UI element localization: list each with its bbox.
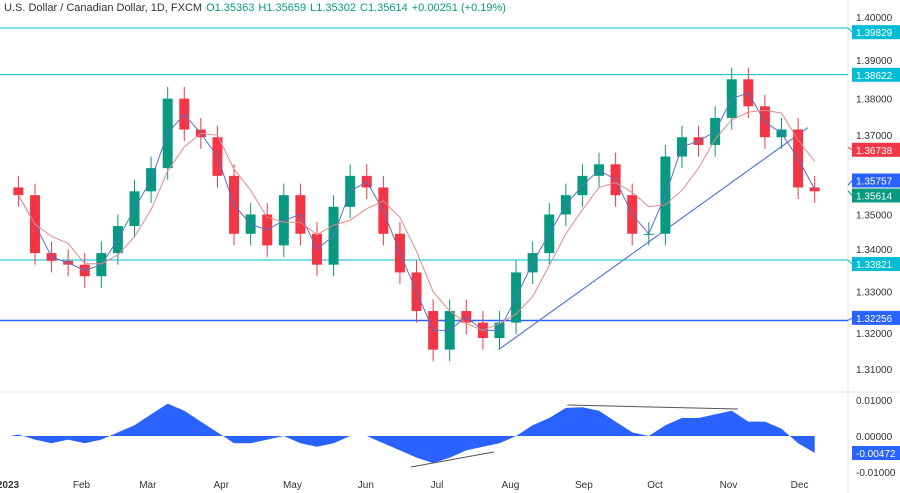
price-tag-connector — [847, 190, 853, 196]
level-price-tag-connector — [847, 317, 853, 321]
x-tick-label: Nov — [720, 480, 738, 491]
oscillator-divergence-line — [567, 404, 738, 410]
y-tick-label: 1.31000 — [856, 365, 893, 376]
x-tick-label: Jul — [431, 480, 444, 491]
level-price-tag-connector — [847, 259, 853, 265]
level-price-tag-connector — [847, 27, 853, 33]
x-tick-label: Mar — [139, 480, 157, 491]
y-tick-label: 1.34000 — [856, 245, 893, 256]
close-value: C1.35614 — [360, 2, 408, 14]
osc-tick-label: 0.01000 — [856, 396, 893, 407]
symbol-label: U.S. Dollar / Canadian Dollar, 1D, FXCM — [4, 2, 203, 14]
slow-moving-average — [17, 109, 816, 331]
price-tag — [852, 188, 900, 203]
x-tick-label: Jun — [358, 480, 374, 491]
level-price-tag-label: 1.32256 — [856, 314, 893, 325]
x-tick-label: May — [283, 480, 302, 491]
chart-title: U.S. Dollar / Canadian Dollar, 1D, FXCM O… — [4, 2, 506, 14]
x-tick-label: Sep — [575, 480, 593, 491]
high-value: H1.35659 — [258, 2, 307, 14]
x-tick-label: 2023 — [0, 480, 20, 491]
candle — [13, 187, 24, 196]
price-tag-connector — [847, 146, 853, 151]
oscillator-area — [10, 403, 815, 463]
price-tag — [852, 173, 900, 188]
osc-tick-label: 0.00000 — [856, 432, 893, 443]
y-tick-label: 1.35000 — [856, 210, 893, 221]
x-tick-label: Oct — [647, 480, 663, 491]
trendline — [498, 127, 809, 351]
level-price-tag-label: 1.33821 — [856, 260, 893, 271]
oscillator-divergence-line — [410, 451, 494, 468]
change-value: +0.00251 (+0.19%) — [411, 2, 506, 14]
x-tick-label: Feb — [73, 480, 91, 491]
oscillator-tag-label: -0.00472 — [856, 449, 896, 460]
price-tag-label: 1.35757 — [856, 177, 893, 188]
x-tick-label: Apr — [214, 480, 230, 491]
y-tick-label: 1.33000 — [856, 288, 893, 299]
low-value: L1.35302 — [310, 2, 357, 14]
osc-tick-label: -0.01000 — [856, 468, 896, 479]
level-price-tag — [852, 257, 900, 272]
y-tick-label: 1.37000 — [856, 131, 893, 142]
price-tag-label: 1.36738 — [856, 146, 893, 157]
level-price-tag — [852, 310, 900, 325]
level-price-tag — [852, 67, 900, 82]
level-price-tag-label: 1.39829 — [856, 28, 893, 39]
y-tick-label: 1.39000 — [856, 56, 893, 67]
level-price-tag — [852, 25, 900, 40]
x-tick-label: Aug — [502, 480, 520, 491]
price-tag-label: 1.35614 — [856, 192, 893, 203]
open-value: O1.35363 — [206, 2, 255, 14]
y-tick-label: 1.40000 — [856, 13, 893, 24]
y-tick-label: 1.38000 — [856, 95, 893, 106]
y-tick-label: 1.32000 — [856, 329, 893, 340]
oscillator-tag — [852, 445, 900, 460]
x-tick-label: Dec — [791, 480, 809, 491]
price-tag — [852, 142, 900, 157]
price-tag-connector — [847, 180, 853, 186]
level-price-tag-label: 1.38622 — [856, 71, 893, 82]
fast-moving-average — [17, 92, 816, 331]
